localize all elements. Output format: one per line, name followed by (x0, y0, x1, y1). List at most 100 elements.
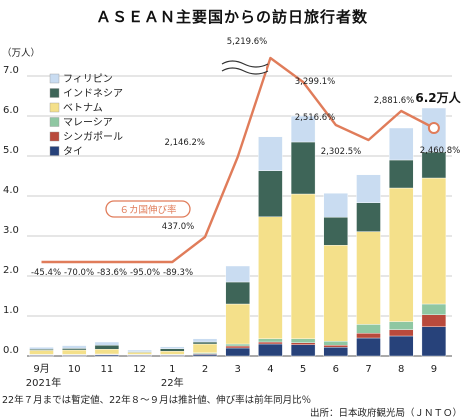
y-tick-label: 7.0 (3, 65, 19, 76)
x-tick-label: 8 (398, 364, 404, 375)
growth-rate-label: -45.4% (31, 268, 61, 278)
growth-rate-label: 2,302.5% (321, 147, 362, 157)
bar-segment (389, 335, 414, 357)
growth-rate-label: 2,516.6% (295, 113, 336, 123)
y-tick-label: 4.0 (3, 185, 19, 196)
y-tick-label: 3.0 (3, 225, 19, 236)
bar-layer (29, 107, 447, 357)
bar-segment (389, 127, 414, 161)
bar-segment (323, 192, 348, 218)
growth-rate-label: -70.0% (64, 268, 94, 278)
bar-segment (192, 338, 218, 343)
bar-segment (94, 349, 120, 355)
total-annotation: 6.2万人 (415, 90, 461, 105)
y-tick-label: 6.0 (3, 105, 19, 116)
bar-segment (389, 187, 414, 322)
y-tick-label: 1.0 (3, 305, 19, 316)
bar-segment (323, 345, 348, 348)
y-axis-ticks: 0.0 1.0 2.0 3.0 4.0 5.0 6.0 7.0 (3, 65, 19, 356)
legend-label: フィリピン (63, 73, 113, 85)
bar-segment (62, 349, 87, 355)
chart-title: ＡＳＥＡＮ主要国からの訪日旅行者数 (96, 8, 368, 26)
y-tick-label: 0.0 (3, 345, 19, 356)
bar-segment (421, 151, 447, 179)
bar-segment (29, 347, 54, 350)
bar-segment (258, 341, 283, 345)
x-tick-label: 9月 (33, 363, 49, 375)
bar-segment (356, 231, 381, 325)
bar-segment (258, 216, 283, 340)
axis-break-mark (221, 60, 269, 75)
x-tick-label: 9 (431, 364, 437, 375)
legend-label: ベトナム (63, 102, 103, 114)
growth-line-endpoint (427, 122, 440, 134)
x-tick-label: 4 (267, 364, 273, 375)
source-note: 出所：日本政府観光局（ＪＮＴＯ） (310, 407, 462, 419)
bar-segment (62, 348, 87, 351)
bar-segment (225, 265, 250, 283)
growth-line (41, 56, 435, 264)
bar-segment (225, 345, 250, 349)
legend-swatch (49, 73, 60, 84)
x-tick-label: 7 (365, 364, 371, 375)
growth-rate-label: -95.0% (130, 268, 160, 278)
legend-swatch (49, 102, 60, 113)
bar-segment (356, 324, 381, 334)
bar-segment (192, 341, 218, 345)
bar-segment (356, 337, 381, 357)
legend-label: インドネシア (63, 88, 123, 100)
legend-swatch (49, 88, 60, 98)
legend-swatch (49, 146, 60, 156)
bar-segment (160, 351, 185, 355)
growth-rate-label: 2,460.8% (420, 146, 461, 156)
bar-segment (258, 136, 283, 172)
x-tick-label: 11 (101, 364, 114, 375)
bar-segment (160, 346, 185, 349)
bar-segment (356, 333, 381, 339)
bar-segment (323, 244, 348, 342)
bar-segment (62, 345, 87, 349)
legend-swatch (49, 131, 60, 142)
growth-series-badge: ６カ国伸び率 (105, 200, 191, 218)
bar-segment (421, 303, 447, 316)
bar-segment (290, 141, 316, 195)
bar-segment (421, 177, 447, 305)
footnote: 22年７月までは暫定値、22年８～９月は推計値、伸び率は前年同月比％ (2, 394, 311, 406)
bar-segment (389, 329, 414, 337)
y-unit-label: （万人） (2, 47, 40, 59)
bar-segment (225, 281, 250, 305)
bar-segment (160, 348, 185, 352)
bar-segment (389, 321, 414, 330)
bar-segment (323, 341, 348, 346)
bar-segment (290, 338, 316, 343)
x-tick-label: 10 (68, 364, 81, 375)
growth-rate-label: 3,299.1% (295, 77, 336, 87)
x-tick-label: 5 (300, 364, 306, 375)
x-tick-label: 3 (235, 364, 241, 375)
legend-swatch (49, 117, 60, 127)
y-tick-label: 2.0 (3, 265, 19, 276)
x-tick-sublabel: 22年 (161, 376, 184, 389)
bar-segment (356, 202, 381, 232)
x-tick-sublabel: 2021年 (26, 376, 61, 389)
bar-segment (94, 341, 120, 346)
y-tick-label: 5.0 (3, 145, 19, 156)
growth-series-label: ６カ国伸び率 (119, 204, 177, 216)
bar-segment (258, 343, 283, 357)
bar-segment (29, 350, 54, 355)
bar-segment (258, 170, 283, 218)
bar-segment (323, 347, 348, 357)
bar-segment (323, 216, 348, 246)
growth-rate-label: 2,881.6% (374, 96, 415, 106)
bar-segment (421, 326, 447, 357)
growth-rate-label: -89.3% (163, 268, 193, 278)
bar-segment (389, 159, 414, 189)
bar-segment (356, 174, 381, 204)
bar-segment (290, 115, 316, 143)
legend-label: タイ (63, 146, 83, 158)
bar-segment (421, 314, 447, 327)
bar-segment (225, 343, 250, 347)
